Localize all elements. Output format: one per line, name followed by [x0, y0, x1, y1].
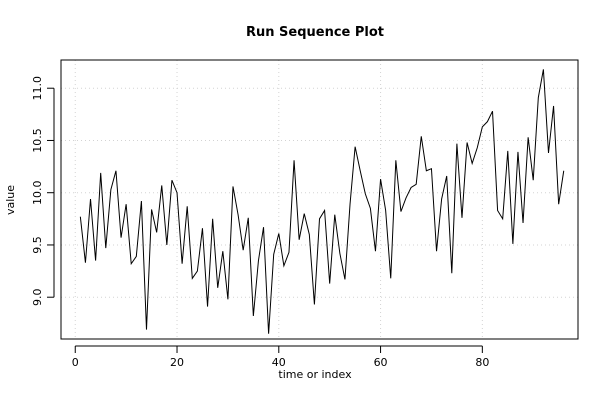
y-tick-label: 9.5 [31, 236, 44, 254]
y-axis-label: value [4, 185, 17, 215]
plot-area [60, 59, 579, 340]
y-tick-label: 10.5 [31, 128, 44, 153]
chart-title: Run Sequence Plot [246, 25, 384, 40]
x-tick-label: 80 [475, 356, 489, 369]
series-line [79, 69, 565, 334]
x-axis-label: time or index [278, 368, 352, 381]
y-tick-label: 9.0 [31, 288, 44, 306]
x-tick-label: 60 [374, 356, 388, 369]
x-tick-label: 20 [170, 356, 184, 369]
y-axis: 9.0 9.5 10.0 10.5 11.0 [31, 76, 55, 306]
x-axis: 0 20 40 60 80 [72, 345, 489, 369]
y-tick-label: 11.0 [31, 76, 44, 101]
y-tick-label: 10.0 [31, 180, 44, 205]
x-tick-label: 40 [272, 356, 286, 369]
x-tick-label: 0 [72, 356, 79, 369]
grid [61, 60, 578, 339]
